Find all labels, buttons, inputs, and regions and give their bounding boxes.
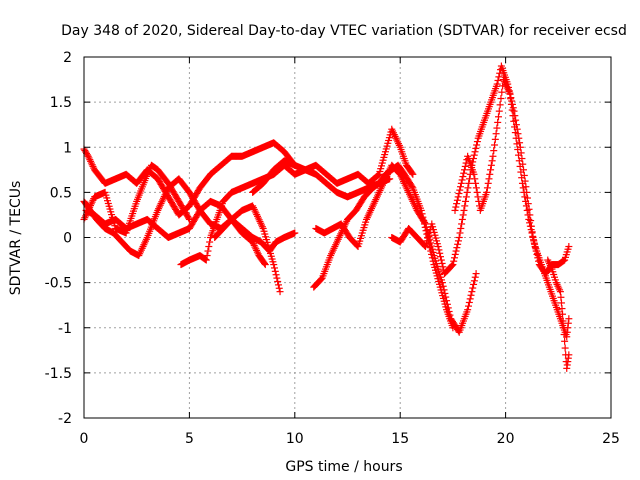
data-point [408,169,416,177]
data-point [408,183,416,191]
data-point [87,157,95,165]
data-point [89,162,97,170]
data-point [317,275,325,283]
data-point [253,246,261,254]
data-point [251,243,259,251]
data-point [274,281,282,289]
data-point [83,151,91,159]
data-point [202,256,210,264]
data-point [185,214,193,222]
data-point [253,248,261,256]
data-point [270,261,278,269]
data-point [271,264,279,272]
data-point [276,288,284,296]
data-point [271,267,279,275]
data-point [88,161,96,169]
data-point [274,277,282,285]
data-point [84,152,92,160]
data-point [85,154,93,162]
data-point [275,284,283,292]
data-point [273,274,281,282]
data-point [203,252,211,260]
data-point [250,241,258,249]
data-point [87,159,95,167]
data-point [409,170,417,178]
data-point [374,171,382,179]
data-point [206,238,214,246]
data-point [205,243,213,251]
data-point [204,247,212,255]
data-point [261,261,269,269]
data-point [272,271,280,279]
data-point [373,172,381,180]
data-point [260,259,268,267]
data-point [252,245,260,253]
data-point [291,229,299,237]
data-point [86,156,94,164]
data-point [185,215,193,223]
data-points [80,62,573,372]
